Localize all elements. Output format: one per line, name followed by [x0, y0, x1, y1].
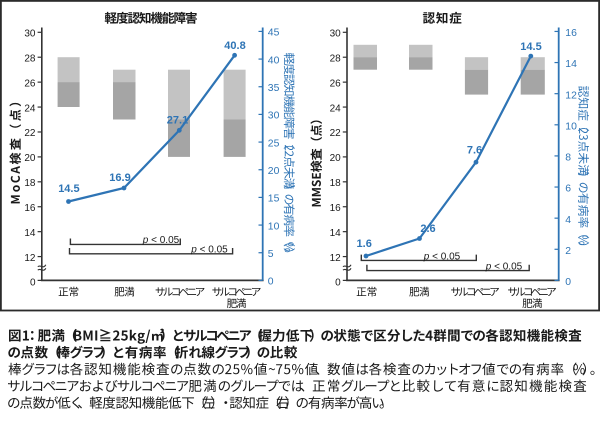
- svg-text:5: 5: [268, 249, 274, 260]
- svg-text:p < 0.05: p < 0.05: [423, 251, 461, 262]
- svg-text:22: 22: [24, 128, 36, 139]
- svg-text:15: 15: [268, 194, 280, 205]
- svg-text:10: 10: [565, 121, 577, 132]
- svg-text:p < 0.05: p < 0.05: [190, 245, 228, 256]
- svg-text:12: 12: [565, 90, 577, 101]
- svg-text:18: 18: [330, 178, 342, 189]
- svg-text:0: 0: [268, 277, 274, 288]
- svg-text:40.8: 40.8: [224, 40, 245, 52]
- svg-text:12: 12: [24, 253, 36, 264]
- svg-text:14: 14: [24, 228, 36, 239]
- svg-text:14.5: 14.5: [58, 183, 79, 195]
- svg-text:12: 12: [330, 253, 342, 264]
- svg-text:16: 16: [24, 203, 36, 214]
- svg-text:45: 45: [268, 28, 280, 39]
- svg-text:14: 14: [565, 59, 577, 70]
- svg-text:10: 10: [268, 221, 280, 232]
- svg-text:26: 26: [330, 78, 342, 89]
- svg-text:2: 2: [565, 246, 571, 257]
- svg-text:0: 0: [565, 277, 571, 288]
- svg-text:40: 40: [268, 55, 280, 66]
- svg-text:1.6: 1.6: [357, 238, 372, 250]
- svg-text:p < 0.05: p < 0.05: [485, 261, 523, 272]
- svg-text:8: 8: [565, 153, 571, 164]
- svg-text:14.5: 14.5: [520, 41, 541, 53]
- svg-text:30: 30: [24, 29, 36, 40]
- svg-text:24: 24: [330, 103, 342, 114]
- svg-text:18: 18: [24, 178, 36, 189]
- svg-text:25: 25: [268, 138, 280, 149]
- svg-text:28: 28: [24, 53, 36, 64]
- svg-text:20: 20: [24, 153, 36, 164]
- svg-text:26: 26: [24, 78, 36, 89]
- svg-text:22: 22: [330, 128, 342, 139]
- svg-text:16: 16: [330, 203, 342, 214]
- svg-text:35: 35: [268, 83, 280, 94]
- svg-text:4: 4: [565, 215, 571, 226]
- svg-text:30: 30: [268, 111, 280, 122]
- svg-text:27.1: 27.1: [167, 114, 188, 126]
- svg-text:2.6: 2.6: [420, 223, 435, 235]
- svg-text:0: 0: [30, 278, 36, 289]
- svg-text:24: 24: [24, 103, 36, 114]
- svg-text:20: 20: [330, 153, 342, 164]
- svg-text:16.9: 16.9: [109, 172, 130, 184]
- svg-text:0: 0: [335, 278, 341, 289]
- svg-text:14: 14: [330, 228, 342, 239]
- svg-text:16: 16: [565, 28, 577, 39]
- svg-text:6: 6: [565, 184, 571, 195]
- svg-text:7.6: 7.6: [467, 144, 482, 156]
- svg-text:20: 20: [268, 166, 280, 177]
- svg-text:p < 0.05: p < 0.05: [142, 235, 180, 246]
- svg-text:28: 28: [330, 53, 342, 64]
- svg-text:30: 30: [330, 29, 342, 40]
